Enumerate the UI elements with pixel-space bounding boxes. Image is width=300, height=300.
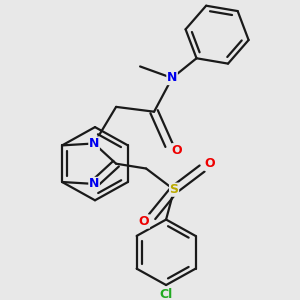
Text: O: O <box>139 215 149 228</box>
Text: Cl: Cl <box>160 288 173 300</box>
Text: O: O <box>172 144 182 157</box>
Text: O: O <box>205 157 215 170</box>
Text: N: N <box>89 137 99 150</box>
Text: S: S <box>169 183 178 196</box>
Text: N: N <box>89 177 99 190</box>
Text: N: N <box>167 71 177 85</box>
